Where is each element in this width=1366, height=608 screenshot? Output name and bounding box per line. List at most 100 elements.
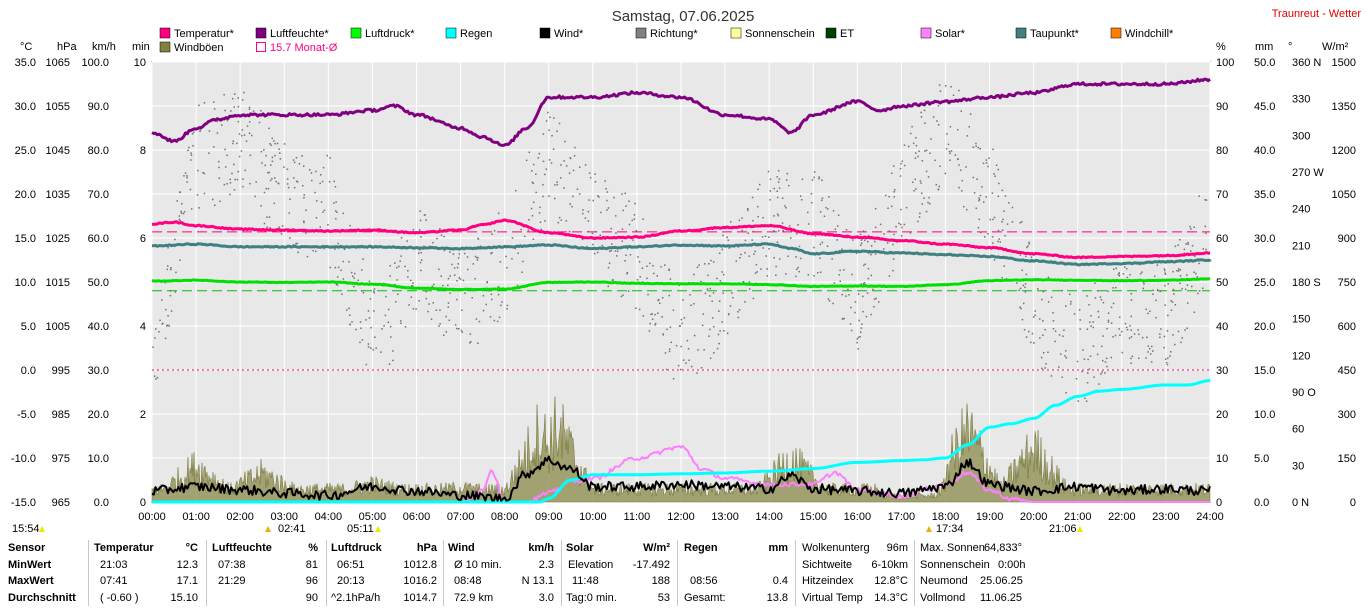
minutes-tick: 6: [140, 233, 146, 245]
direction-point: [859, 233, 862, 236]
direction-point: [349, 224, 351, 227]
direction-point: [563, 187, 565, 189]
direction-tick: 180 S: [1292, 277, 1321, 289]
direction-point: [813, 176, 815, 179]
direction-point: [595, 231, 598, 233]
direction-point: [1183, 252, 1185, 255]
misc2-r3-value: 25.06.25: [980, 575, 1023, 587]
direction-point: [471, 297, 473, 299]
direction-point: [263, 222, 266, 225]
direction-point: [752, 230, 754, 233]
direction-point: [1042, 334, 1044, 336]
direction-point: [855, 252, 858, 254]
direction-point: [545, 168, 548, 170]
direction-point: [709, 295, 711, 297]
direction-point: [223, 183, 226, 186]
direction-point: [893, 233, 895, 236]
direction-point: [506, 267, 508, 269]
direction-point: [213, 101, 215, 103]
direction-point: [738, 219, 741, 222]
axis-unit: mm: [1255, 41, 1273, 53]
direction-point: [275, 180, 277, 183]
direction-point: [193, 131, 195, 133]
direction-point: [270, 144, 272, 146]
direction-point: [888, 275, 891, 277]
direction-point: [348, 261, 350, 263]
direction-point: [1110, 322, 1113, 324]
direction-point: [167, 315, 169, 317]
direction-point: [764, 235, 767, 238]
direction-point: [811, 202, 813, 204]
legend-label: 15.7 Monat-Ø: [270, 42, 338, 54]
solar-tick: 150: [1338, 453, 1356, 465]
direction-point: [614, 250, 617, 252]
direction-point: [203, 192, 206, 195]
direction-point: [798, 270, 800, 273]
direction-point: [1166, 363, 1169, 366]
direction-point: [1093, 376, 1095, 378]
direction-point: [482, 309, 485, 312]
direction-point: [396, 266, 398, 269]
time-tick: 02:00: [226, 511, 254, 523]
direction-point: [777, 214, 780, 217]
direction-point: [445, 315, 447, 318]
direction-point: [588, 172, 591, 174]
direction-point: [1090, 325, 1092, 327]
legend-swatch: [256, 42, 266, 52]
humidity-tick: 20: [1216, 409, 1228, 421]
direction-point: [265, 154, 267, 157]
direction-point: [337, 266, 340, 269]
direction-point: [1171, 301, 1174, 303]
direction-point: [346, 309, 348, 311]
direction-point: [747, 208, 749, 210]
direction-point: [427, 310, 429, 313]
direction-point: [355, 328, 357, 331]
direction-point: [833, 282, 836, 284]
direction-point: [334, 266, 337, 269]
direction-point: [1186, 284, 1189, 286]
direction-point: [656, 275, 658, 277]
direction-point: [747, 209, 749, 212]
direction-point: [203, 102, 206, 104]
direction-point: [948, 150, 951, 153]
direction-point: [739, 257, 741, 259]
direction-point: [447, 306, 449, 308]
direction-point: [226, 154, 228, 157]
direction-point: [1082, 349, 1084, 351]
direction-point: [274, 142, 276, 145]
direction-point: [1130, 293, 1133, 295]
direction-point: [615, 215, 617, 217]
direction-point: [1145, 357, 1147, 359]
direction-point: [773, 187, 775, 190]
direction-point: [621, 193, 623, 195]
direction-point: [418, 252, 420, 254]
direction-point: [979, 147, 981, 150]
direction-point: [781, 197, 784, 199]
direction-point: [721, 248, 723, 251]
direction-point: [161, 299, 163, 301]
misc1-r4-label: Virtual Temp: [802, 591, 863, 604]
direction-point: [873, 298, 876, 300]
direction-point: [874, 207, 877, 210]
direction-point: [1115, 267, 1117, 270]
direction-point: [493, 319, 496, 322]
site-name[interactable]: Traunreut - Wetter: [1272, 8, 1362, 20]
direction-point: [966, 135, 969, 137]
direction-point: [620, 295, 623, 298]
direction-point: [744, 239, 747, 242]
direction-point: [443, 249, 446, 252]
direction-point: [269, 143, 271, 145]
direction-point: [341, 293, 343, 295]
direction-point: [556, 130, 558, 132]
direction-point: [928, 202, 931, 205]
hum-min-time: 07:38: [218, 558, 246, 571]
direction-point: [202, 171, 204, 174]
direction-point: [773, 215, 775, 217]
direction-point: [600, 211, 602, 214]
temp-tick: 10.0: [15, 277, 36, 289]
direction-point: [251, 134, 253, 137]
time-tick: 21:00: [1064, 511, 1092, 523]
direction-point: [241, 129, 244, 131]
solar-avg-note: Tag:0 min.: [566, 591, 617, 604]
wind-tick: 100.0: [81, 57, 109, 69]
